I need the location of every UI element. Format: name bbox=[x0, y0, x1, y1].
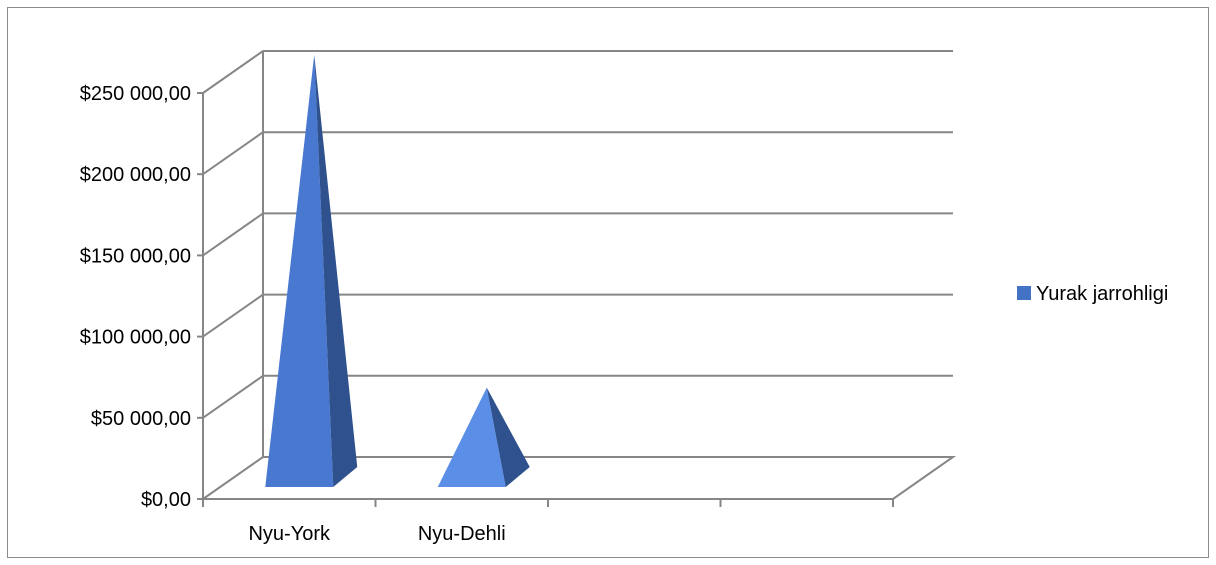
gridline-side bbox=[202, 374, 264, 419]
y-tick-label: $150 000,00 bbox=[80, 245, 191, 267]
tick-labels: $0,00 $50 000,00 $100 000,00 $150 000,00 $20… bbox=[80, 83, 506, 545]
gridlines bbox=[202, 50, 953, 419]
legend: Yurak jarrohligi bbox=[1017, 283, 1168, 305]
axes bbox=[197, 51, 957, 507]
legend-label: Yurak jarrohligi bbox=[1036, 283, 1168, 305]
floor bbox=[199, 456, 957, 500]
legend-swatch bbox=[1017, 286, 1031, 300]
pyramid-side bbox=[486, 387, 530, 487]
pyramid-side bbox=[314, 54, 358, 487]
y-tick-label: $100 000,00 bbox=[80, 327, 191, 349]
pyramid-front bbox=[437, 387, 506, 487]
gridline-side bbox=[202, 131, 264, 176]
chart-frame bbox=[7, 7, 1209, 558]
gridline-side bbox=[202, 50, 264, 94]
y-tick-label: $200 000,00 bbox=[80, 164, 191, 186]
y-tick-label: $50 000,00 bbox=[91, 408, 191, 430]
y-tick-label: $0,00 bbox=[141, 489, 191, 511]
gridline-side bbox=[202, 293, 264, 338]
series-marks bbox=[265, 54, 530, 487]
x-tick-label: Nyu-York bbox=[248, 523, 331, 545]
gridline-side bbox=[202, 212, 264, 257]
pyramid-front bbox=[265, 54, 334, 487]
y-tick-label: $250 000,00 bbox=[80, 83, 191, 105]
x-tick-label: Nyu-Dehli bbox=[418, 523, 506, 545]
